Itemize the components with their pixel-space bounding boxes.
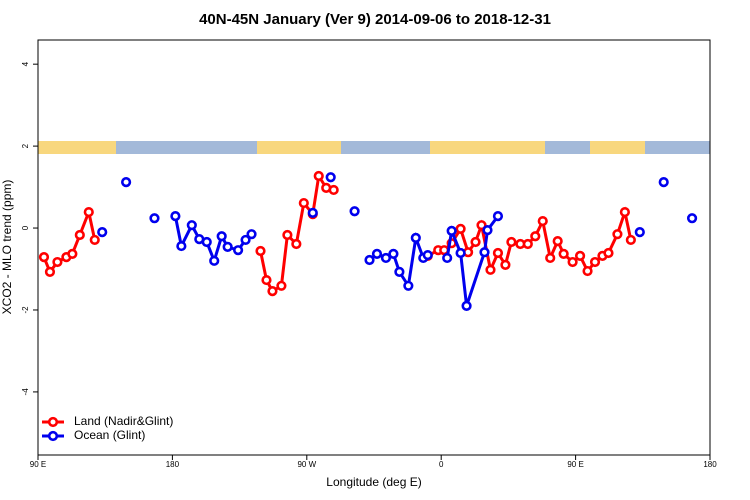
point: [410, 232, 421, 243]
y-tick-label: 2: [21, 143, 30, 148]
point: [83, 206, 94, 218]
point: [567, 256, 578, 268]
point: [121, 177, 132, 188]
legend-marker: [47, 416, 59, 428]
point: [261, 274, 272, 286]
point: [233, 245, 244, 256]
point: [492, 211, 504, 222]
point: [552, 236, 563, 247]
point: [619, 206, 630, 218]
point: [446, 225, 457, 237]
point: [461, 300, 472, 311]
point: [500, 259, 511, 271]
point: [328, 184, 339, 196]
series-line: [42, 206, 97, 275]
point: [255, 245, 266, 257]
point: [558, 248, 569, 259]
point: [582, 265, 593, 277]
x-tick-label: 180: [703, 460, 717, 469]
point: [298, 197, 309, 209]
point: [201, 236, 212, 248]
point: [380, 252, 392, 264]
x-axis-label: Longitude (deg E): [326, 475, 421, 489]
y-tick-label: -4: [21, 388, 30, 396]
point: [74, 229, 85, 241]
y-tick-label: 4: [21, 61, 30, 66]
point: [482, 224, 493, 236]
point: [574, 250, 586, 261]
point: [176, 240, 187, 252]
point: [38, 252, 50, 263]
point: [313, 170, 324, 182]
series-line: [259, 171, 335, 294]
point: [625, 234, 636, 246]
point: [282, 229, 293, 241]
point: [485, 264, 496, 275]
point: [403, 280, 414, 291]
point: [388, 248, 399, 259]
point: [371, 248, 383, 259]
point: [522, 238, 533, 250]
point: [240, 234, 251, 246]
point: [216, 231, 227, 242]
point: [589, 256, 601, 268]
x-tick-label: 90 E: [567, 460, 583, 469]
y-tick-label: -2: [21, 306, 30, 314]
x-tick-label: 180: [166, 460, 180, 469]
point: [89, 234, 100, 246]
point: [422, 249, 433, 261]
point: [455, 247, 466, 259]
legend-marker: [47, 430, 59, 442]
series-line: [368, 231, 429, 290]
point: [209, 255, 220, 266]
point: [267, 286, 278, 297]
legend-label: Land (Nadir&Glint): [74, 414, 173, 428]
x-tick-label: 90 W: [297, 460, 316, 469]
plot-frame: [37, 39, 711, 456]
point: [291, 238, 302, 250]
x-tick-label: 90 E: [30, 460, 46, 469]
point: [492, 247, 504, 259]
point: [67, 248, 78, 259]
point: [686, 213, 698, 224]
point: [222, 241, 233, 252]
point: [442, 252, 453, 264]
land-mask-strip: [38, 141, 710, 154]
point: [364, 254, 375, 266]
point: [470, 236, 481, 248]
point: [52, 256, 63, 268]
legend-label: Ocean (Glint): [74, 428, 145, 442]
point: [612, 229, 623, 240]
point: [658, 177, 669, 188]
x-tick-label: 0: [439, 460, 444, 469]
point: [246, 229, 257, 240]
point: [479, 247, 490, 258]
point: [170, 211, 181, 222]
point: [325, 172, 336, 183]
point: [455, 223, 466, 234]
point: [537, 215, 548, 227]
point: [530, 231, 541, 242]
y-tick-label: 0: [21, 225, 30, 230]
y-axis-label: XCO2 - MLO trend (ppm): [0, 180, 14, 315]
point: [506, 236, 517, 248]
point: [603, 247, 614, 259]
point: [349, 206, 360, 217]
point: [97, 227, 108, 238]
point: [394, 266, 405, 277]
point: [276, 280, 287, 291]
point: [186, 220, 197, 231]
point: [44, 266, 56, 277]
point: [545, 252, 556, 264]
point: [307, 207, 318, 218]
point: [634, 227, 645, 238]
chart-title: 40N-45N January (Ver 9) 2014-09-06 to 20…: [199, 11, 551, 28]
point: [149, 213, 160, 224]
